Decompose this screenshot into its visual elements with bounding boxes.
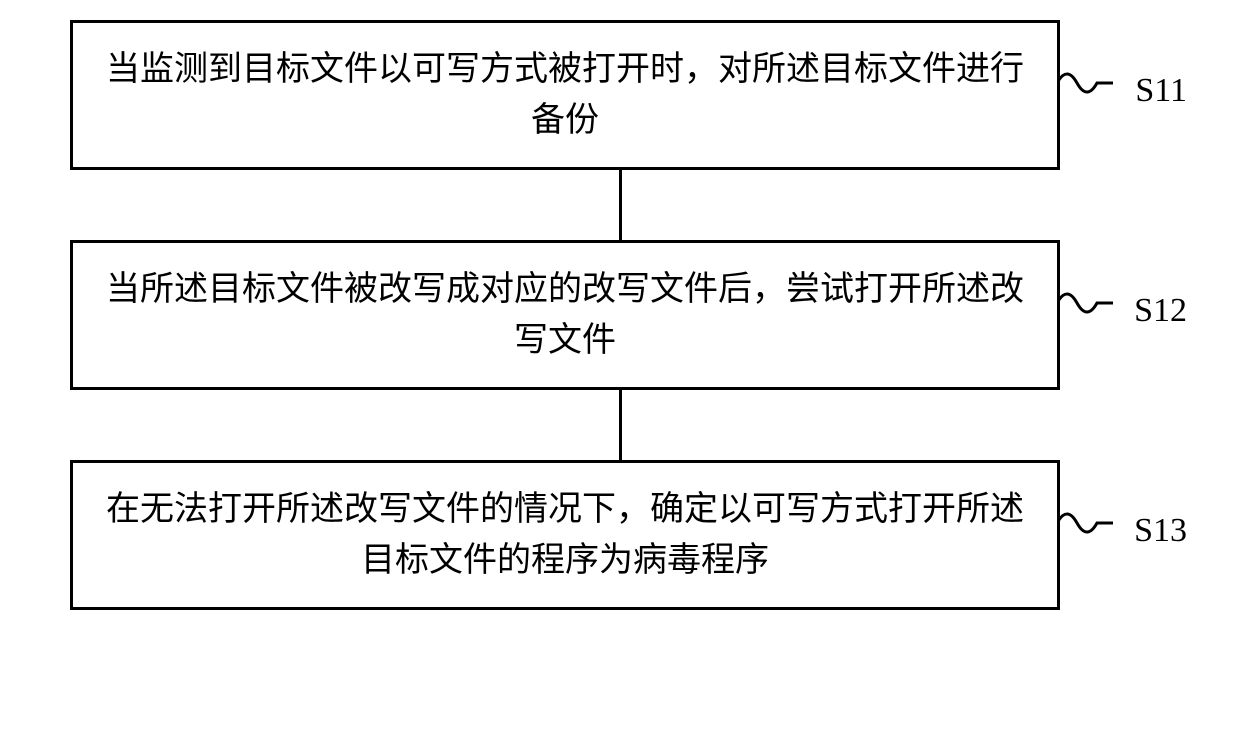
flow-step-s13: 在无法打开所述改写文件的情况下，确定以可写方式打开所述目标文件的程序为病毒程序 … bbox=[70, 460, 1060, 610]
flow-connector bbox=[619, 390, 622, 460]
step-label: S13 bbox=[1134, 505, 1187, 556]
flowchart-container: 当监测到目标文件以可写方式被打开时，对所述目标文件进行备份 S11 当所述目标文… bbox=[70, 20, 1170, 610]
label-connector-squiggle bbox=[1057, 501, 1113, 545]
step-text: 当所述目标文件被改写成对应的改写文件后，尝试打开所述改写文件 bbox=[103, 264, 1027, 366]
label-connector-squiggle bbox=[1057, 281, 1113, 325]
step-text: 当监测到目标文件以可写方式被打开时，对所述目标文件进行备份 bbox=[103, 44, 1027, 146]
flow-connector bbox=[619, 170, 622, 240]
step-label: S12 bbox=[1134, 285, 1187, 336]
step-text: 在无法打开所述改写文件的情况下，确定以可写方式打开所述目标文件的程序为病毒程序 bbox=[103, 484, 1027, 586]
flow-step-s11: 当监测到目标文件以可写方式被打开时，对所述目标文件进行备份 S11 bbox=[70, 20, 1060, 170]
flow-step-s12: 当所述目标文件被改写成对应的改写文件后，尝试打开所述改写文件 S12 bbox=[70, 240, 1060, 390]
step-label: S11 bbox=[1135, 65, 1187, 116]
label-connector-squiggle bbox=[1057, 61, 1113, 105]
